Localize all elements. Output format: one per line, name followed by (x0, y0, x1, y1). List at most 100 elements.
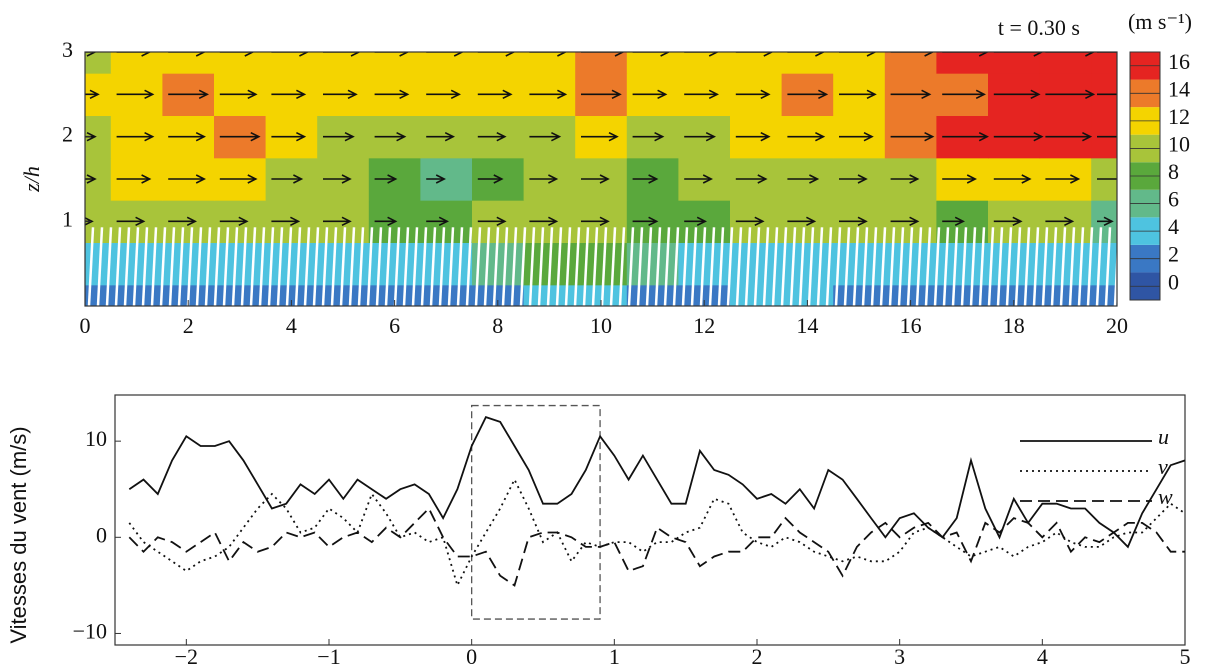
wind-vector (684, 52, 719, 57)
wave-hatch (294, 227, 302, 306)
wind-vector (374, 89, 410, 100)
wind-vector (374, 174, 398, 184)
wave-hatch (150, 227, 158, 306)
vector-head (89, 89, 100, 100)
vector-head (141, 52, 152, 57)
wave-hatch (1041, 227, 1049, 306)
colorbar-tick-label: 16 (1168, 49, 1190, 74)
vector-head (978, 131, 989, 142)
wind-vector (1097, 175, 1127, 183)
speed-cell (575, 52, 628, 74)
wave-hatch (726, 227, 734, 306)
wave-hatch (420, 227, 428, 306)
wave-hatch (798, 227, 806, 306)
vector-head (341, 174, 352, 184)
wave-hatch (735, 227, 743, 306)
wave-hatch (834, 227, 842, 306)
wind-vector (271, 174, 304, 184)
wind-vector (116, 52, 152, 57)
vector-head (599, 216, 610, 227)
x-tick-label: 18 (1003, 313, 1025, 338)
wind-vector (271, 131, 307, 142)
wave-hatch (501, 227, 509, 306)
speed-cell (1091, 242, 1117, 286)
series-line (128, 506, 1185, 587)
wind-vector (890, 174, 920, 184)
wind-vector (632, 131, 665, 142)
vector-head (399, 52, 410, 57)
vector-head (608, 131, 619, 142)
vector-head (444, 131, 455, 142)
wave-hatch (627, 227, 635, 306)
wind-vector (581, 216, 610, 227)
wave-hatch (852, 227, 860, 306)
wind-vector (477, 52, 516, 57)
wave-hatch (861, 227, 869, 306)
legend-label: w (1158, 484, 1173, 509)
wave-hatch (1104, 227, 1112, 306)
wind-vector (116, 89, 155, 100)
wind-vector (684, 131, 716, 142)
wave-hatch (960, 227, 968, 306)
x-tick-label: −2 (175, 644, 198, 669)
vector-head (614, 52, 625, 57)
wave-hatch (717, 227, 725, 306)
vector-head (818, 89, 829, 100)
wind-vector (890, 216, 920, 227)
series-line (128, 415, 1185, 549)
wave-hatch (240, 227, 248, 306)
vector-head (1103, 216, 1114, 227)
wind-vector (529, 52, 568, 57)
wind-vector (374, 52, 410, 57)
vector-head (757, 174, 768, 184)
wave-hatch (1068, 227, 1076, 306)
speed-cell (936, 52, 989, 74)
colorbar-tick-label: 12 (1168, 104, 1190, 129)
wind-vector (85, 52, 97, 57)
colorbar-tick-label: 2 (1168, 242, 1179, 267)
wind-vector (993, 174, 1032, 184)
wind-vector (271, 52, 310, 57)
wave-hatch (1023, 227, 1031, 306)
vector-head (611, 89, 622, 100)
wave-hatch (438, 227, 446, 306)
vector-head (387, 174, 398, 184)
vector-head (1064, 216, 1075, 227)
vector-head (924, 52, 935, 57)
vector-head (1119, 175, 1127, 183)
speed-cell (833, 52, 886, 74)
speed-cell (1091, 52, 1117, 74)
colorbar-tick-label: 0 (1168, 269, 1179, 294)
wave-hatch (672, 227, 680, 306)
speed-cell (781, 242, 834, 286)
colorbar-tick-label: 4 (1168, 214, 1179, 239)
vector-head (708, 89, 719, 100)
wind-vector (735, 52, 774, 57)
vector-head (1082, 131, 1093, 142)
wave-hatch (969, 227, 977, 306)
vector-head (299, 52, 310, 57)
wind-vector (735, 216, 765, 227)
wind-vector (374, 216, 398, 227)
vector-head (857, 174, 868, 184)
wave-hatch (465, 227, 473, 306)
wave-hatch (312, 227, 320, 306)
plot-frame (114, 394, 1186, 646)
wave-hatch (636, 227, 644, 306)
vector-head (502, 89, 513, 100)
vector-head (909, 216, 920, 227)
wind-vector (529, 216, 559, 227)
vector-head (296, 89, 307, 100)
wave-hatch (879, 227, 887, 306)
wave-hatch (681, 227, 689, 306)
vector-head (966, 174, 977, 184)
vector-head (1085, 89, 1096, 100)
vector-head (195, 52, 206, 57)
wind-vector (684, 89, 719, 100)
vector-head (702, 174, 713, 184)
vector-head (763, 52, 774, 57)
speed-cell (884, 284, 937, 306)
wave-hatch (114, 227, 122, 306)
colorbar-tick-label: 8 (1168, 159, 1179, 184)
speed-cell (317, 284, 370, 306)
